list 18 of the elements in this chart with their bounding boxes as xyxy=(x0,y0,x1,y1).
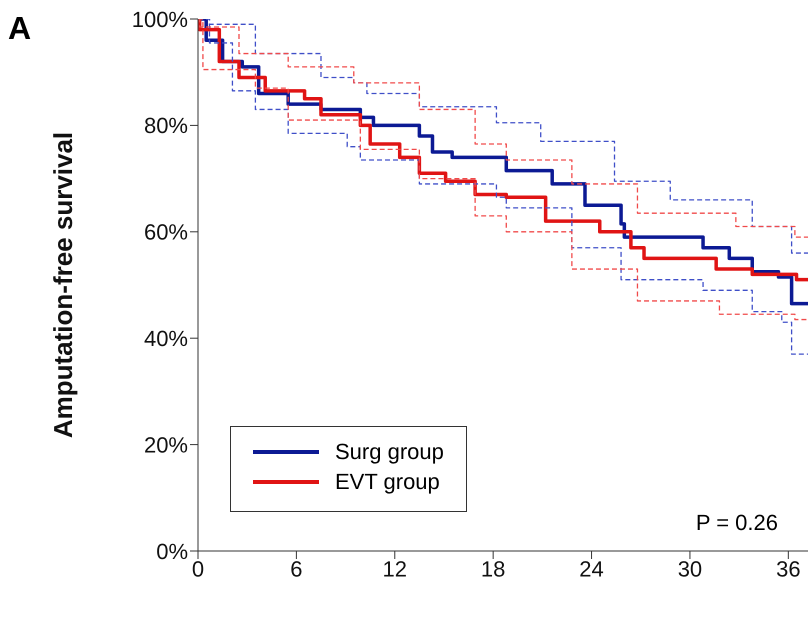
legend-label: Surg group xyxy=(335,439,444,465)
text: A xyxy=(8,10,32,47)
x-tick-label: 30 xyxy=(678,556,702,582)
y-tick-label: 0% xyxy=(156,538,188,564)
y-tick-label: 40% xyxy=(144,326,188,352)
y-axis-title: Amputation-free survival xyxy=(48,132,78,438)
y-tick-label: 100% xyxy=(132,6,188,32)
x-tick-label: 24 xyxy=(579,556,604,582)
x-tick-label: 0 xyxy=(192,556,204,582)
x-tick-label: 36 xyxy=(776,556,801,582)
x-tick-label: 6 xyxy=(290,556,303,582)
y-tick-label: 20% xyxy=(144,432,188,458)
y-tick-label: 80% xyxy=(144,113,188,138)
x-tick-label: 18 xyxy=(480,556,506,582)
x-tick-label: 12 xyxy=(382,556,408,582)
legend-label: EVT group xyxy=(335,469,440,495)
y-tick-label: 60% xyxy=(144,220,188,245)
annotation: P = 0.26 xyxy=(696,510,778,536)
